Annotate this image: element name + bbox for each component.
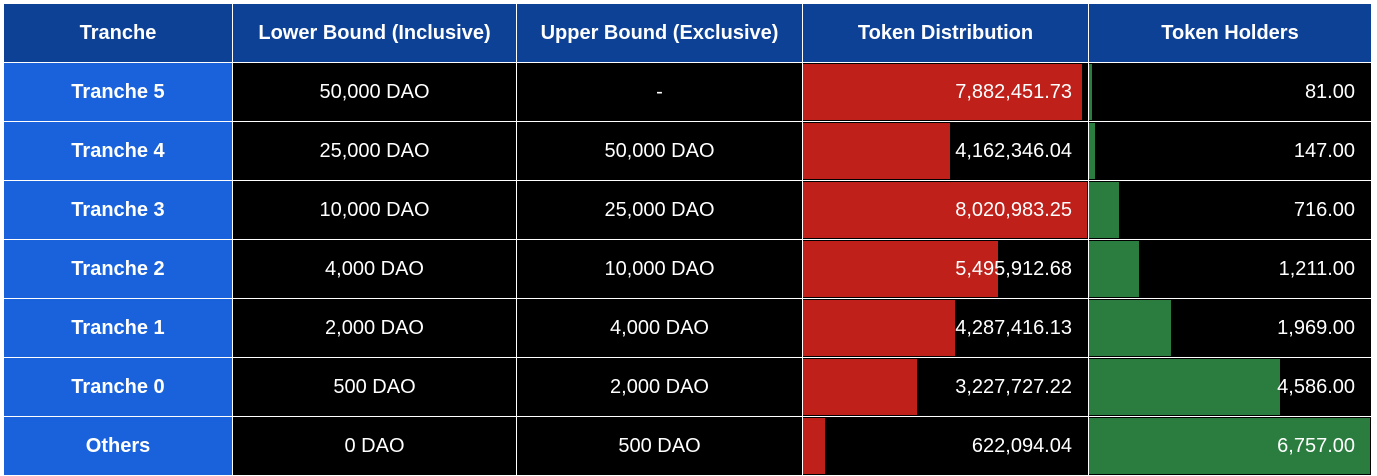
- token-distribution-bar: [803, 418, 826, 474]
- lower-bound-cell: 25,000 DAO: [233, 122, 516, 180]
- token-holders-cell: 4,586.00: [1089, 358, 1371, 416]
- tranche-label: Tranche 1: [4, 299, 232, 357]
- lower-bound-cell: 0 DAO: [233, 417, 516, 475]
- token-holders-cell: 147.00: [1089, 122, 1371, 180]
- upper-bound-cell: 500 DAO: [517, 417, 802, 475]
- token-distribution-bar: [803, 359, 918, 415]
- token-holders-value: 6,757.00: [1277, 434, 1355, 457]
- lower-bound-cell: 10,000 DAO: [233, 181, 516, 239]
- token-distribution-value: 622,094.04: [971, 434, 1072, 457]
- token-distribution-value: 7,882,451.73: [955, 80, 1072, 103]
- upper-bound-cell: 2,000 DAO: [517, 358, 802, 416]
- token-holders-value: 4,586.00: [1277, 375, 1355, 398]
- token-distribution-value: 3,227,727.22: [955, 375, 1072, 398]
- header-token-holders: Token Holders: [1089, 4, 1371, 62]
- token-holders-cell: 1,969.00: [1089, 299, 1371, 357]
- token-distribution-cell: 3,227,727.22: [803, 358, 1088, 416]
- token-holders-cell: 1,211.00: [1089, 240, 1371, 298]
- upper-bound-cell: 25,000 DAO: [517, 181, 802, 239]
- upper-bound-cell: 4,000 DAO: [517, 299, 802, 357]
- header-upper-bound: Upper Bound (Exclusive): [517, 4, 802, 62]
- tranche-label: Tranche 2: [4, 240, 232, 298]
- upper-bound-cell: 50,000 DAO: [517, 122, 802, 180]
- token-holders-bar: [1089, 123, 1096, 179]
- token-distribution-cell: 4,287,416.13: [803, 299, 1088, 357]
- header-token-distribution: Token Distribution: [803, 4, 1088, 62]
- token-distribution-cell: 5,495,912.68: [803, 240, 1088, 298]
- token-holders-bar: [1089, 182, 1119, 238]
- header-tranche: Tranche: [4, 4, 232, 62]
- header-lower-bound: Lower Bound (Inclusive): [233, 4, 516, 62]
- lower-bound-cell: 4,000 DAO: [233, 240, 516, 298]
- token-distribution-cell: 622,094.04: [803, 417, 1088, 475]
- token-distribution-bar: [803, 182, 1087, 238]
- token-holders-value: 716.00: [1293, 198, 1355, 221]
- token-holders-value: 1,211.00: [1278, 257, 1355, 280]
- token-holders-bar: [1089, 300, 1171, 356]
- token-distribution-value: 5,495,912.68: [955, 257, 1072, 280]
- token-distribution-value: 4,162,346.04: [955, 139, 1072, 162]
- token-distribution-cell: 8,020,983.25: [803, 181, 1088, 239]
- token-holders-value: 81.00: [1304, 80, 1355, 103]
- token-holders-cell: 6,757.00: [1089, 417, 1371, 475]
- lower-bound-cell: 500 DAO: [233, 358, 516, 416]
- tranche-label: Tranche 3: [4, 181, 232, 239]
- token-distribution-value: 4,287,416.13: [955, 316, 1072, 339]
- token-holders-bar: [1089, 359, 1280, 415]
- lower-bound-cell: 50,000 DAO: [233, 63, 516, 121]
- token-holders-bar: [1089, 418, 1370, 474]
- token-holders-bar: [1089, 64, 1093, 120]
- token-distribution-bar: [803, 300, 955, 356]
- token-distribution-cell: 4,162,346.04: [803, 122, 1088, 180]
- lower-bound-cell: 2,000 DAO: [233, 299, 516, 357]
- token-distribution-bar: [803, 123, 951, 179]
- token-holders-cell: 81.00: [1089, 63, 1371, 121]
- token-distribution-value: 8,020,983.25: [955, 198, 1072, 221]
- token-distribution-cell: 7,882,451.73: [803, 63, 1088, 121]
- tranche-label: Others: [4, 417, 232, 475]
- upper-bound-cell: -: [517, 63, 802, 121]
- tranche-label: Tranche 0: [4, 358, 232, 416]
- token-holders-bar: [1089, 241, 1140, 297]
- token-distribution-bar: [803, 241, 998, 297]
- tranche-label: Tranche 4: [4, 122, 232, 180]
- token-distribution-bar: [803, 64, 1083, 120]
- upper-bound-cell: 10,000 DAO: [517, 240, 802, 298]
- token-holders-cell: 716.00: [1089, 181, 1371, 239]
- tranche-label: Tranche 5: [4, 63, 232, 121]
- token-holders-value: 147.00: [1293, 139, 1355, 162]
- token-holders-value: 1,969.00: [1277, 316, 1355, 339]
